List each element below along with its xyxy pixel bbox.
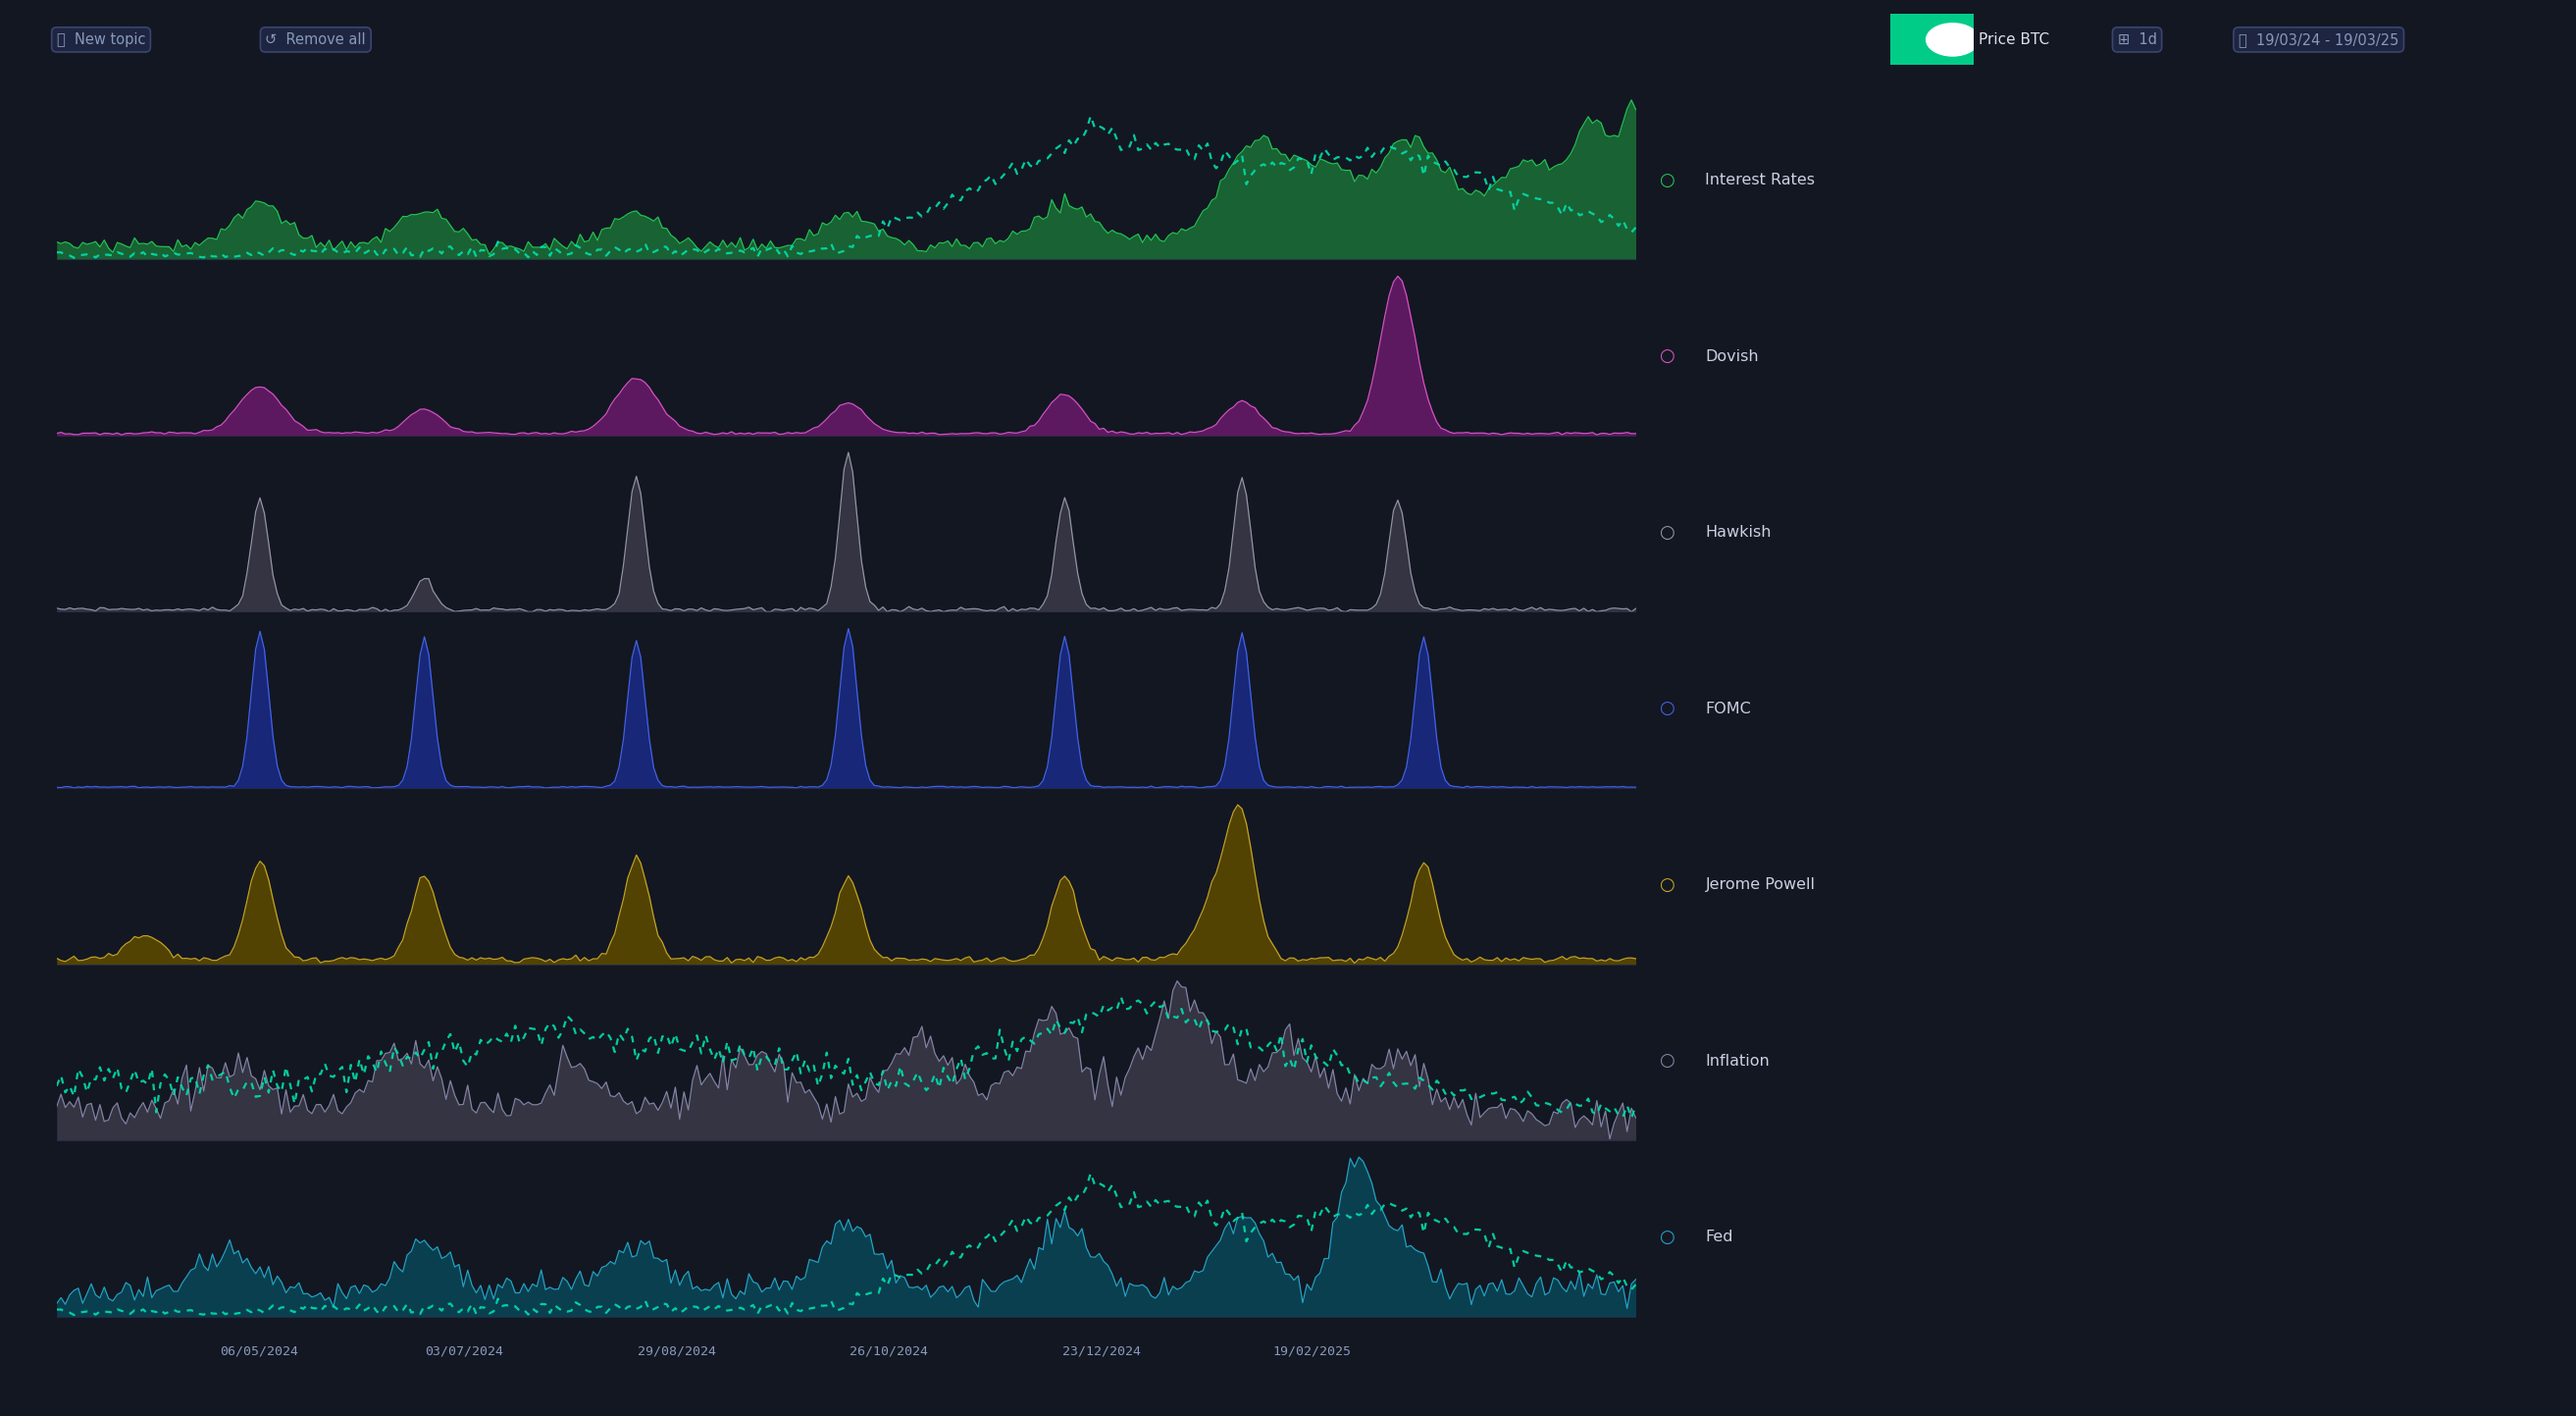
Text: ○: ○ — [1659, 524, 1674, 541]
Text: Jerome Powell: Jerome Powell — [1705, 878, 1816, 892]
Text: ⊞  1d: ⊞ 1d — [2117, 33, 2156, 47]
Text: Hawkish: Hawkish — [1705, 525, 1772, 539]
Circle shape — [1927, 23, 1978, 57]
Text: Fed: Fed — [1705, 1231, 1734, 1245]
Text: 29/08/2024: 29/08/2024 — [639, 1345, 716, 1358]
Text: 📅  19/03/24 - 19/03/25: 📅 19/03/24 - 19/03/25 — [2239, 33, 2398, 47]
Text: ○: ○ — [1659, 877, 1674, 893]
Text: 06/05/2024: 06/05/2024 — [219, 1345, 299, 1358]
Text: FOMC: FOMC — [1705, 701, 1752, 716]
Text: ○: ○ — [1659, 700, 1674, 718]
Text: ○: ○ — [1659, 1229, 1674, 1246]
Text: ✓: ✓ — [1906, 35, 1911, 44]
Text: 19/02/2025: 19/02/2025 — [1273, 1345, 1352, 1358]
Text: 03/07/2024: 03/07/2024 — [425, 1345, 502, 1358]
Text: ○: ○ — [1659, 1052, 1674, 1070]
Text: ＋  New topic: ＋ New topic — [57, 33, 144, 47]
Text: 23/12/2024: 23/12/2024 — [1064, 1345, 1141, 1358]
Text: ○: ○ — [1659, 347, 1674, 365]
Text: Interest Rates: Interest Rates — [1705, 173, 1816, 187]
Text: Inflation: Inflation — [1705, 1054, 1770, 1069]
Text: ○: ○ — [1659, 171, 1674, 188]
Text: Price BTC: Price BTC — [1978, 33, 2048, 47]
FancyBboxPatch shape — [1880, 11, 1984, 68]
Text: Dovish: Dovish — [1705, 348, 1759, 364]
Text: 26/10/2024: 26/10/2024 — [850, 1345, 927, 1358]
Text: ↺  Remove all: ↺ Remove all — [265, 33, 366, 47]
